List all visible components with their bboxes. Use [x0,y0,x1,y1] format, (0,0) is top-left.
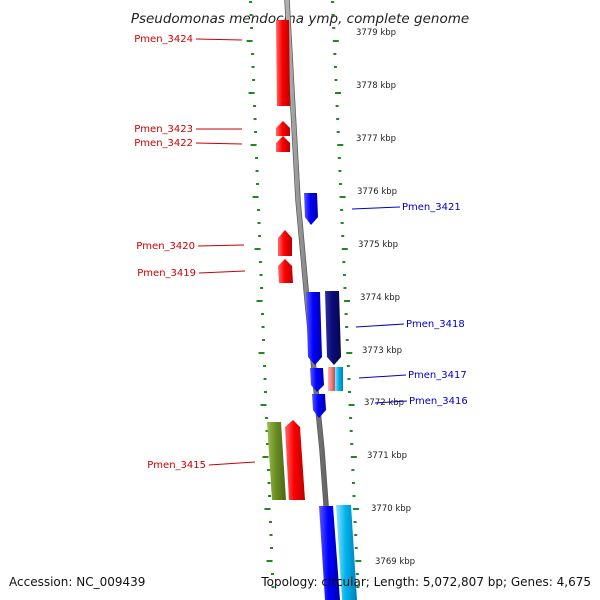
gene-label-pmen-3421[interactable]: Pmen_3421 [402,202,461,213]
kbp-tick-label: 3773 kbp [362,346,402,356]
kbp-tick-label: 3778 kbp [356,81,396,91]
gene-label-pmen-3424[interactable]: Pmen_3424 [134,34,193,45]
gene-pmen-3420[interactable] [278,230,292,256]
gene-leader-line [351,206,401,210]
kbp-tick-label: 3771 kbp [367,451,407,461]
gene-pmen-3419[interactable] [278,259,293,283]
gene-leader-line [197,244,245,247]
gene-pmen-3418-a[interactable] [306,292,322,365]
gene-leader-line [355,323,405,328]
gene-pmen-3421[interactable] [304,193,318,225]
gene-pmen-3422[interactable] [276,136,290,152]
gene-leader-line [374,400,408,404]
gene-leader-line [208,461,256,466]
gene-leader-line [195,142,243,145]
gene-leader-line [195,38,243,41]
gene-leader-line [358,374,407,379]
dotted-ruler-lines [246,1,362,588]
gene-pmen-3416[interactable] [312,394,326,418]
accession-text: Accession: NC_009439 [9,575,145,589]
gene-pmen-3417-a[interactable] [310,368,324,392]
kbp-tick-label: 3777 kbp [356,134,396,144]
gene-pmen-3417-c[interactable] [335,367,343,391]
gene-pmen-3415[interactable] [285,420,305,500]
gene-bottom-blue[interactable] [319,506,340,600]
gene-features [267,20,357,600]
gene-label-pmen-3423[interactable]: Pmen_3423 [134,124,193,135]
kbp-tick-label: 3779 kbp [356,28,396,38]
gene-pmen-3417-b[interactable] [328,367,335,391]
kbp-tick-label: 3776 kbp [357,187,397,197]
map-title: Pseudomonas mendocina ymp, complete geno… [131,11,469,27]
kbp-tick-label: 3770 kbp [371,504,411,514]
kbp-tick-label: 3772 kbp [364,398,404,408]
gene-bottom-cyan[interactable] [336,505,357,600]
gene-label-pmen-3415[interactable]: Pmen_3415 [147,460,206,471]
kbp-tick-label: 3769 kbp [375,557,415,567]
gene-label-pmen-3418[interactable]: Pmen_3418 [406,319,465,330]
gene-label-pmen-3419[interactable]: Pmen_3419 [137,268,196,279]
gene-pmen-3423[interactable] [276,121,290,136]
gene-label-pmen-3416[interactable]: Pmen_3416 [409,396,468,407]
gene-label-pmen-3417[interactable]: Pmen_3417 [408,370,467,381]
gene-label-layer: Pmen_3424 Pmen_3423 Pmen_3422 Pmen_3421 Pmen… [134,34,467,471]
genome-summary-text: Topology: circular; Length: 5,072,807 bp… [260,575,591,589]
gene-olive[interactable] [267,422,286,500]
gene-leader-line [198,270,246,274]
gene-label-pmen-3420[interactable]: Pmen_3420 [136,241,195,252]
gene-pmen-3424[interactable] [276,20,290,106]
kbp-tick-labels: 3779 kbp 3778 kbp 3777 kbp 3776 kbp 3775 kbp… [356,28,415,567]
gene-label-pmen-3422[interactable]: Pmen_3422 [134,138,193,149]
kbp-tick-label: 3775 kbp [358,240,398,250]
kbp-tick-label: 3774 kbp [360,293,400,303]
gene-pmen-3418-b[interactable] [325,291,341,365]
